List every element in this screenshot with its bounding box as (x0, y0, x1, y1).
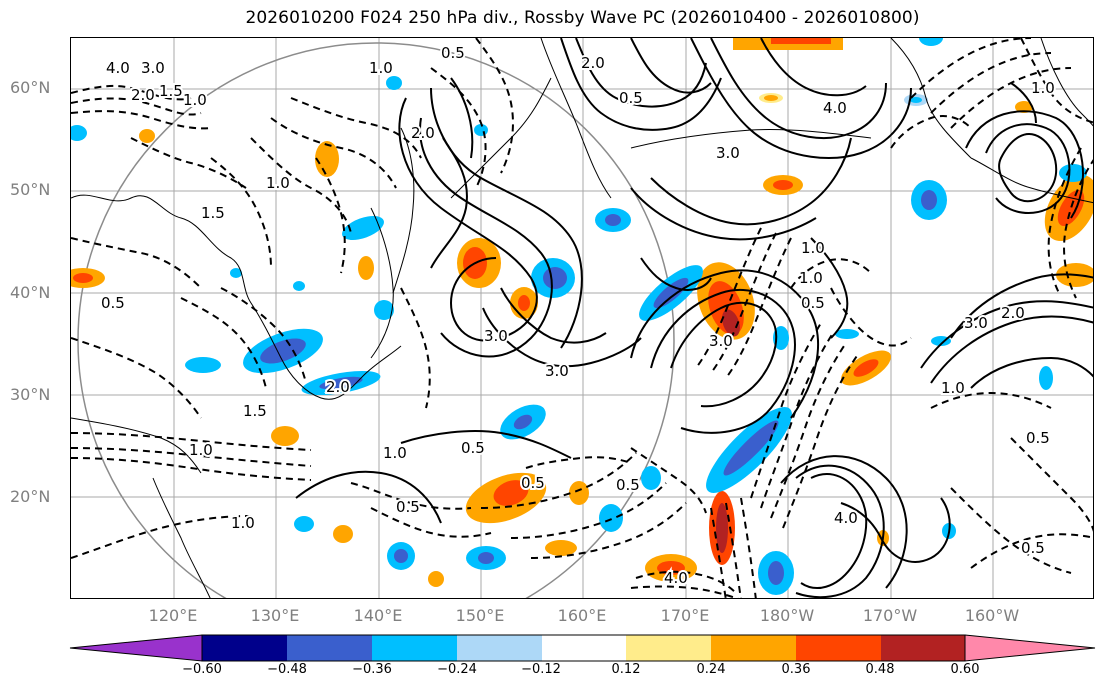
graticule (71, 38, 1093, 598)
colorbar-segment (881, 635, 965, 661)
colorbar-tick: 0.12 (611, 662, 641, 677)
contour-label: 1.0 (183, 91, 207, 109)
colorbar-tick: −0.24 (437, 662, 477, 677)
lat-label-40n: 40°N (10, 283, 51, 302)
colorbar-segment (796, 635, 881, 661)
contour-label: 4.0 (823, 99, 847, 117)
contour-label: 0.5 (461, 439, 485, 457)
contour-label: 0.5 (1026, 429, 1050, 447)
contour-label: 0.5 (521, 474, 545, 492)
contour-label: 2.0 (1001, 304, 1025, 322)
colorbar-tick: −0.60 (182, 662, 222, 677)
lon-label-170e: 170°E (660, 606, 710, 625)
contour-label: 0.5 (101, 294, 125, 312)
contour-label: 2.0 (131, 86, 155, 104)
contour-label: 0.5 (441, 44, 465, 62)
lon-label-170w: 170°W (862, 606, 918, 625)
lon-label-160e: 160°E (557, 606, 607, 625)
contour-label: 0.5 (396, 498, 420, 516)
contour-label: 3.0 (141, 59, 165, 77)
colorbar-extend-max (964, 634, 1096, 662)
contour-label: 1.0 (799, 269, 823, 287)
colorbar-segment (457, 635, 542, 661)
contour-label: 0.5 (619, 89, 643, 107)
contour-label: 2.0 (581, 54, 605, 72)
colorbar-segment (202, 635, 287, 661)
contour-label: 0.5 (1021, 539, 1045, 557)
contour-label: 1.5 (243, 402, 267, 420)
contour-label: 3.0 (716, 144, 740, 162)
map-panel: 3.0 4.0 2.0 1.5 1.0 0.5 2.0 3.0 1.0 0.5 … (70, 37, 1094, 599)
contour-label: 3.0 (484, 327, 508, 345)
lat-label-30n: 30°N (10, 385, 51, 404)
convergence-fill (71, 38, 1087, 595)
contour-label: 3.0 (709, 332, 733, 350)
colorbar-tick: 0.24 (696, 662, 726, 677)
colorbar-segment (626, 635, 711, 661)
figure-title: 2026010200 F024 250 hPa div., Rossby Wav… (245, 8, 920, 28)
colorbar-segment (711, 635, 796, 661)
colorbar-tick: 0.48 (865, 662, 895, 677)
contour-label: 3.0 (964, 314, 988, 332)
contour-label: 1.0 (231, 514, 255, 532)
contour-label: 1.0 (801, 239, 825, 257)
colorbar-segment (542, 635, 626, 661)
contour-label: 1.5 (159, 82, 183, 100)
contour-label: 1.0 (1031, 79, 1055, 97)
contour-label: 0.5 (616, 476, 640, 494)
colorbar-tick: −0.36 (352, 662, 392, 677)
contour-label-group: 3.0 4.0 2.0 1.5 1.0 0.5 2.0 3.0 1.0 0.5 … (99, 42, 1057, 589)
colorbar (69, 634, 1096, 662)
colorbar-tick: −0.48 (267, 662, 307, 677)
lon-label-120e: 120°E (148, 606, 198, 625)
contour-label: 3.0 (545, 362, 569, 380)
colorbar-segment (372, 635, 457, 661)
lat-label-60n: 60°N (10, 78, 51, 97)
contour-label: 4.0 (664, 569, 688, 587)
contour-label: 1.0 (383, 444, 407, 462)
lat-label-20n: 20°N (10, 487, 51, 506)
reference-circle (77, 42, 675, 598)
dashed-contours (71, 38, 1093, 598)
colorbar-segment (287, 635, 372, 661)
contour-label: 4.0 (834, 509, 858, 527)
lon-label-150e: 150°E (455, 606, 505, 625)
lon-label-140e: 140°E (353, 606, 403, 625)
contour-label: 1.0 (189, 441, 213, 459)
lat-label-50n: 50°N (10, 180, 51, 199)
map-canvas: 3.0 4.0 2.0 1.5 1.0 0.5 2.0 3.0 1.0 0.5 … (71, 38, 1093, 598)
colorbar-extend-min (69, 634, 203, 662)
contour-label: 4.0 (106, 59, 130, 77)
colorbar-tick: 0.36 (781, 662, 811, 677)
contour-label: 2.0 (326, 378, 350, 396)
colorbar-tick: 0.60 (950, 662, 980, 677)
lon-label-180w: 180°W (759, 606, 815, 625)
solid-contours (295, 38, 1093, 598)
contour-label: 1.0 (369, 59, 393, 77)
lon-label-160w: 160°W (964, 606, 1020, 625)
contour-label: 1.5 (201, 204, 225, 222)
contour-label: 1.0 (941, 379, 965, 397)
contour-label: 0.5 (801, 294, 825, 312)
contour-label: 1.0 (266, 174, 290, 192)
lon-label-130e: 130°E (250, 606, 300, 625)
contour-label: 2.0 (411, 124, 435, 142)
colorbar-tick: −0.12 (521, 662, 561, 677)
